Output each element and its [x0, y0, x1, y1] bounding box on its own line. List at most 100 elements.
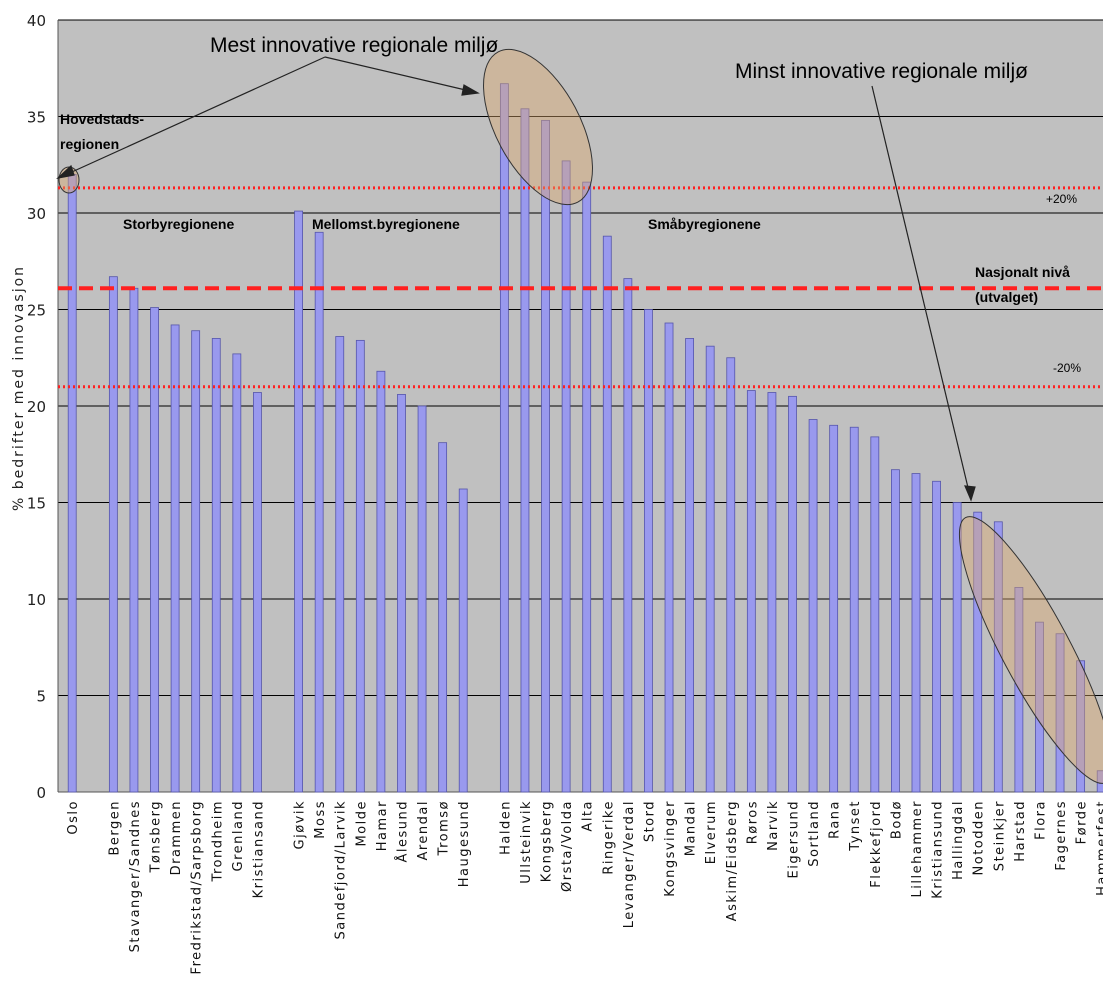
- x-tick-label: Tønsberg: [149, 800, 164, 874]
- x-tick-label: Flekkefjord: [869, 800, 884, 888]
- x-tick-label: Elverum: [704, 800, 719, 864]
- x-tick-label: Rana: [828, 800, 843, 839]
- arrow-to-oslo: [62, 56, 326, 177]
- annotation-storby: Storbyregionene: [123, 216, 234, 232]
- bar: [705, 345, 715, 793]
- bar: [108, 276, 118, 793]
- arrow-to-halden: [324, 56, 475, 93]
- annotation-capital-line2: regionen: [60, 136, 119, 152]
- x-tick-label: Kongsberg: [540, 800, 555, 882]
- x-tick-label: Lillehammer: [910, 800, 925, 897]
- x-tick-label: Kristiansund: [931, 800, 946, 899]
- bar: [911, 473, 921, 793]
- x-tick-label: Hammerfest: [1095, 800, 1103, 896]
- arrowhead-notodden: [964, 485, 976, 502]
- x-tick-label: Stavanger/Sandnes: [128, 800, 143, 952]
- y-tick-label: 25: [27, 302, 46, 320]
- bar: [232, 353, 242, 793]
- x-tick-label: Flora: [1033, 800, 1048, 840]
- bar: [376, 370, 386, 793]
- bar: [170, 324, 180, 793]
- bar: [1035, 621, 1044, 793]
- bar: [438, 442, 448, 793]
- bar: [417, 405, 427, 793]
- bar: [952, 502, 962, 793]
- x-tick-label: Trondheim: [210, 800, 225, 883]
- x-tick-label: Bergen: [107, 800, 122, 856]
- x-tick-label: Sortland: [807, 800, 822, 867]
- bar: [129, 287, 139, 793]
- y-axis-label: % bedrifter med innovasjon: [11, 265, 27, 511]
- annotation-plus20: +20%: [1046, 192, 1077, 206]
- bar: [499, 83, 509, 793]
- x-tick-label: Ørsta/Volda: [560, 800, 575, 892]
- x-tick-label: Bodø: [889, 800, 904, 839]
- bar: [397, 394, 406, 793]
- bar: [211, 338, 221, 793]
- highlight-most-innovative: [483, 48, 593, 206]
- bar: [664, 322, 674, 793]
- x-tick-label: Ringerike: [601, 800, 616, 875]
- x-tick-label: Arendal: [416, 800, 431, 861]
- y-axis-ticks: 0 5 10 15 20 25 30 35 40: [27, 12, 46, 802]
- x-tick-label: Narvik: [766, 800, 781, 851]
- annotation-nasjonalt-line1: Nasjonalt nivå: [975, 264, 1070, 280]
- x-tick-label: Steinkjer: [992, 800, 1007, 871]
- bar: [191, 330, 201, 793]
- bar: [808, 419, 818, 793]
- x-tick-label: Haugesund: [457, 800, 472, 887]
- annotation-minus20: -20%: [1053, 361, 1081, 375]
- x-tick-label: Fredrikstad/Sarpsborg: [190, 800, 205, 974]
- y-tick-label: 10: [27, 591, 46, 609]
- bar: [726, 357, 736, 793]
- annotation-nasjonalt-line2: (utvalget): [975, 289, 1038, 305]
- x-tick-label: Levanger/Verdal: [622, 800, 637, 928]
- reference-lines: [58, 186, 1103, 389]
- x-tick-label: Moss: [313, 800, 328, 839]
- x-tick-label: Harstad: [1013, 800, 1028, 862]
- x-tick-label: Tynset: [848, 800, 863, 852]
- bar: [1076, 660, 1086, 793]
- x-tick-label: Hamar: [375, 800, 390, 851]
- arrow-to-notodden: [871, 85, 971, 497]
- annotation-least-innovative: Minst innovative regionale miljø: [735, 60, 1028, 83]
- x-tick-label: Drammen: [169, 800, 184, 875]
- x-tick-label: Gjøvik: [293, 800, 308, 849]
- x-tick-label: Molde: [354, 800, 369, 847]
- bar: [788, 395, 797, 793]
- bar: [314, 231, 324, 793]
- annotation-smaby: Småbyregionene: [648, 216, 761, 232]
- bar: [623, 278, 633, 793]
- x-tick-label: Hallingdal: [951, 800, 966, 880]
- y-tick-label: 35: [27, 109, 46, 127]
- x-tick-label: Halden: [498, 800, 513, 855]
- bar: [1055, 633, 1065, 793]
- bar: [355, 339, 365, 793]
- bar: [150, 307, 159, 793]
- y-tick-label: 20: [27, 398, 46, 416]
- bar: [932, 480, 941, 793]
- x-tick-label: Sandefjord/Larvik: [334, 800, 349, 940]
- bar: [644, 309, 653, 793]
- x-tick-label: Ålesund: [394, 800, 410, 863]
- y-tick-label: 15: [27, 495, 46, 513]
- x-tick-label: Tromsø: [437, 800, 452, 856]
- bar: [294, 210, 303, 793]
- x-tick-label: Notodden: [972, 800, 987, 875]
- bar: [67, 173, 77, 793]
- bar: [520, 108, 530, 793]
- x-tick-label: Askim/Eidsberg: [725, 800, 740, 921]
- x-tick-label: Ullsteinvik: [519, 800, 534, 884]
- bar: [582, 181, 592, 793]
- bar: [829, 424, 839, 793]
- bar: [458, 488, 468, 793]
- bar: [870, 436, 880, 793]
- annotation-most-innovative: Mest innovative regionale miljø: [210, 34, 498, 57]
- arrowhead-oslo: [56, 164, 75, 179]
- x-tick-label: Eigersund: [787, 800, 802, 878]
- bar: [1096, 770, 1103, 793]
- x-tick-label: Røros: [745, 800, 760, 844]
- annotation-capital-line1: Hovedstads-: [60, 111, 144, 127]
- bars: [67, 83, 1103, 793]
